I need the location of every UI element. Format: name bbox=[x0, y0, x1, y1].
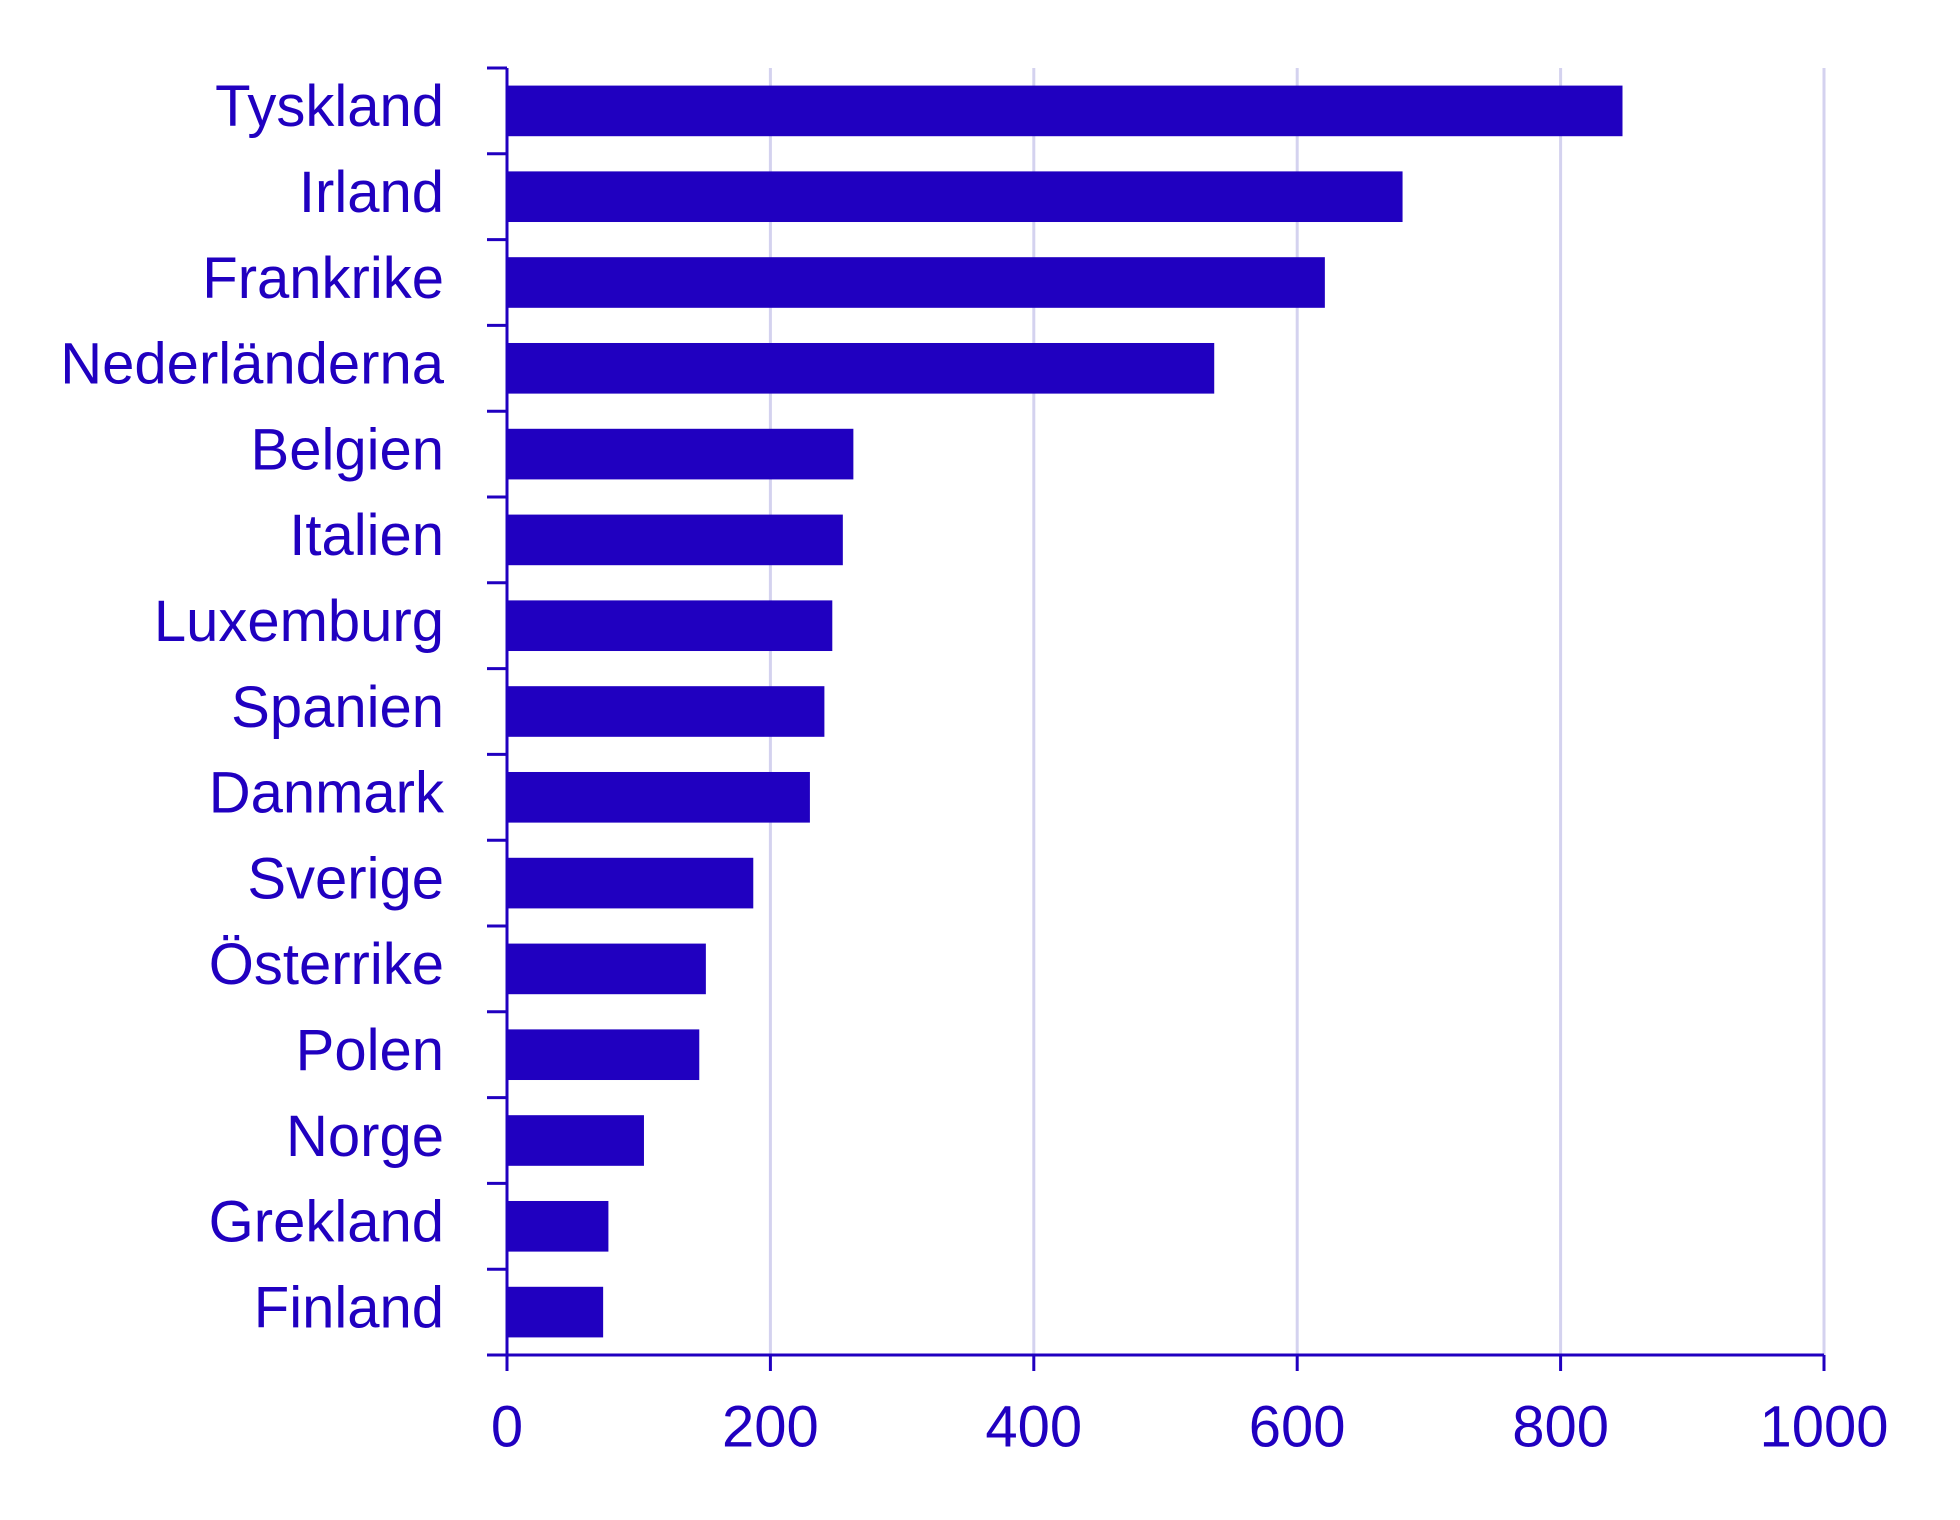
category-label: Frankrike bbox=[202, 246, 444, 311]
category-label: Italien bbox=[289, 503, 444, 568]
category-label: Luxemburg bbox=[154, 589, 444, 654]
bar-belgien bbox=[507, 428, 854, 480]
bar-sverige bbox=[507, 857, 754, 909]
category-label: Norge bbox=[286, 1104, 444, 1169]
category-label: Polen bbox=[296, 1018, 444, 1083]
x-tick-label: 400 bbox=[985, 1395, 1082, 1460]
x-tick-label: 200 bbox=[722, 1395, 819, 1460]
category-label: Tyskland bbox=[215, 74, 444, 139]
bar-luxemburg bbox=[507, 600, 833, 652]
category-label: Finland bbox=[254, 1275, 444, 1340]
category-labels: Tyskland Irland Frankrike Nederländerna Belg… bbox=[60, 74, 445, 1340]
category-label: Nederländerna bbox=[60, 332, 444, 397]
bar-tyskland bbox=[507, 85, 1623, 137]
x-tick-labels: 0 200 400 600 800 1000 bbox=[491, 1395, 1889, 1460]
bars bbox=[507, 85, 1623, 1338]
x-tick-label: 800 bbox=[1512, 1395, 1609, 1460]
category-label: Spanien bbox=[231, 675, 444, 740]
category-label: Sverige bbox=[247, 846, 444, 911]
bar-norge bbox=[507, 1115, 644, 1166]
bar-österrike bbox=[507, 943, 706, 995]
x-tick-label: 600 bbox=[1249, 1395, 1346, 1460]
bar-danmark bbox=[507, 771, 810, 823]
bar-finland bbox=[507, 1286, 604, 1338]
bar-irland bbox=[507, 171, 1403, 223]
bar-italien bbox=[507, 514, 843, 566]
axes bbox=[487, 66, 1826, 1371]
bar-polen bbox=[507, 1029, 700, 1081]
category-label: Grekland bbox=[209, 1190, 444, 1255]
category-label: Belgien bbox=[251, 417, 444, 482]
category-label: Österrike bbox=[209, 932, 444, 997]
bar-frankrike bbox=[507, 257, 1325, 308]
x-tick-label: 1000 bbox=[1759, 1395, 1888, 1460]
x-tick-label: 0 bbox=[491, 1395, 523, 1460]
bar-nederländerna bbox=[507, 342, 1215, 394]
bar-grekland bbox=[507, 1200, 609, 1252]
bar-spanien bbox=[507, 686, 825, 737]
category-label: Irland bbox=[299, 160, 444, 225]
category-label: Danmark bbox=[209, 761, 445, 826]
